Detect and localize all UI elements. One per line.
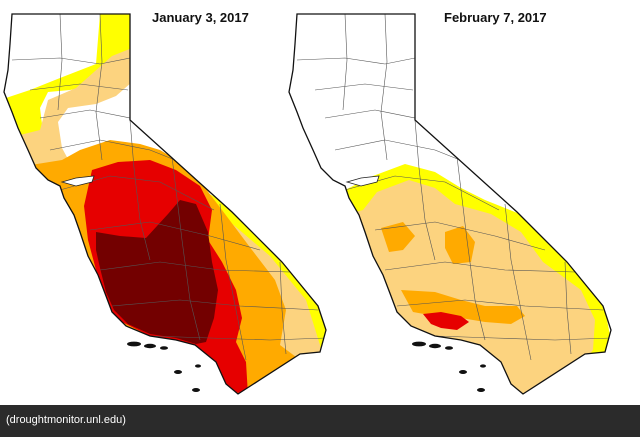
california-map-february [288,13,612,395]
channel-islands-january [127,341,201,392]
channel-islands-february [412,341,486,392]
map-panel-february: February 7, 2017 [285,0,640,405]
source-caption: (droughtmonitor.unl.edu) [6,414,126,426]
d1-region [289,180,605,394]
bay-area-water [60,175,95,187]
county-borders [296,14,611,361]
d4-region [96,200,218,344]
caption-bar: (droughtmonitor.unl.edu) [0,405,640,437]
county-borders [11,14,326,361]
california-outline-january [3,13,327,395]
california-outline-february [288,13,612,395]
drought-map-comparison: January 3, 2017 [0,0,640,405]
d3-region [423,312,469,330]
map-date-label: February 7, 2017 [444,10,547,25]
bay-area-water [345,175,380,187]
map-date-label: January 3, 2017 [152,10,249,25]
map-panel-january: January 3, 2017 [0,0,327,405]
d2-region [381,222,525,324]
california-map-january [3,13,327,395]
